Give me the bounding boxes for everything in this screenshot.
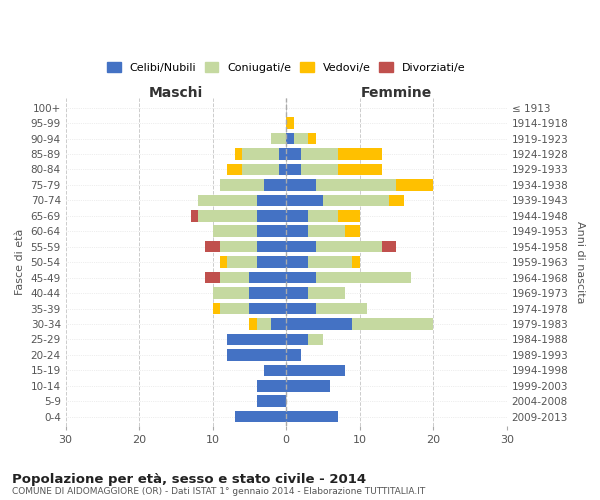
Bar bbox=[198, 194, 257, 206]
Bar bbox=[338, 210, 360, 222]
Bar bbox=[250, 318, 257, 330]
Bar bbox=[286, 118, 293, 129]
Bar bbox=[286, 302, 316, 314]
Bar bbox=[286, 194, 323, 206]
Bar bbox=[220, 179, 264, 190]
Bar bbox=[308, 334, 323, 345]
Bar bbox=[397, 179, 433, 190]
Bar bbox=[279, 148, 286, 160]
Bar bbox=[286, 349, 301, 360]
Y-axis label: Fasce di età: Fasce di età bbox=[15, 229, 25, 296]
Bar bbox=[286, 148, 301, 160]
Bar bbox=[257, 396, 286, 407]
Bar bbox=[257, 226, 286, 237]
Bar bbox=[345, 226, 360, 237]
Y-axis label: Anni di nascita: Anni di nascita bbox=[575, 221, 585, 304]
Bar bbox=[286, 318, 352, 330]
Bar bbox=[257, 241, 286, 252]
Bar bbox=[257, 194, 286, 206]
Bar bbox=[271, 132, 286, 144]
Bar bbox=[227, 349, 286, 360]
Bar bbox=[212, 288, 250, 299]
Bar bbox=[264, 179, 286, 190]
Bar bbox=[308, 210, 338, 222]
Bar bbox=[250, 288, 286, 299]
Bar bbox=[286, 256, 308, 268]
Bar bbox=[271, 318, 286, 330]
Bar bbox=[242, 164, 279, 175]
Bar bbox=[220, 241, 257, 252]
Bar bbox=[286, 272, 316, 283]
Bar bbox=[235, 148, 242, 160]
Bar bbox=[338, 148, 382, 160]
Bar bbox=[257, 380, 286, 392]
Bar bbox=[250, 302, 286, 314]
Bar bbox=[286, 164, 301, 175]
Bar bbox=[286, 241, 316, 252]
Bar bbox=[220, 272, 250, 283]
Bar bbox=[316, 302, 367, 314]
Bar bbox=[286, 334, 308, 345]
Bar bbox=[286, 210, 308, 222]
Bar bbox=[316, 272, 411, 283]
Bar bbox=[352, 318, 433, 330]
Bar bbox=[316, 179, 397, 190]
Bar bbox=[382, 241, 397, 252]
Bar bbox=[205, 272, 220, 283]
Bar bbox=[301, 148, 338, 160]
Bar bbox=[242, 148, 279, 160]
Bar bbox=[257, 210, 286, 222]
Bar bbox=[338, 164, 382, 175]
Bar bbox=[286, 380, 331, 392]
Bar bbox=[286, 364, 345, 376]
Bar bbox=[220, 256, 227, 268]
Bar bbox=[286, 132, 293, 144]
Bar bbox=[293, 132, 308, 144]
Text: Maschi: Maschi bbox=[149, 86, 203, 100]
Bar bbox=[286, 411, 338, 422]
Bar bbox=[220, 302, 250, 314]
Bar bbox=[198, 210, 257, 222]
Bar bbox=[257, 318, 271, 330]
Bar bbox=[279, 164, 286, 175]
Bar bbox=[308, 256, 352, 268]
Bar bbox=[308, 226, 345, 237]
Bar bbox=[316, 241, 382, 252]
Bar bbox=[286, 226, 308, 237]
Bar bbox=[227, 334, 286, 345]
Bar bbox=[301, 164, 338, 175]
Bar bbox=[191, 210, 198, 222]
Bar bbox=[389, 194, 404, 206]
Bar bbox=[286, 288, 308, 299]
Bar bbox=[212, 226, 257, 237]
Bar bbox=[205, 241, 220, 252]
Bar bbox=[227, 256, 257, 268]
Bar bbox=[257, 256, 286, 268]
Bar bbox=[250, 272, 286, 283]
Bar bbox=[212, 302, 220, 314]
Bar bbox=[235, 411, 286, 422]
Bar bbox=[323, 194, 389, 206]
Text: Popolazione per età, sesso e stato civile - 2014: Popolazione per età, sesso e stato civil… bbox=[12, 472, 366, 486]
Bar bbox=[308, 132, 316, 144]
Bar bbox=[227, 164, 242, 175]
Text: COMUNE DI AIDOMAGGIORE (OR) - Dati ISTAT 1° gennaio 2014 - Elaborazione TUTTITAL: COMUNE DI AIDOMAGGIORE (OR) - Dati ISTAT… bbox=[12, 488, 425, 496]
Text: Femmine: Femmine bbox=[361, 86, 432, 100]
Bar bbox=[352, 256, 360, 268]
Bar bbox=[308, 288, 345, 299]
Bar bbox=[286, 179, 316, 190]
Legend: Celibi/Nubili, Coniugati/e, Vedovi/e, Divorziati/e: Celibi/Nubili, Coniugati/e, Vedovi/e, Di… bbox=[103, 58, 469, 78]
Bar bbox=[264, 364, 286, 376]
